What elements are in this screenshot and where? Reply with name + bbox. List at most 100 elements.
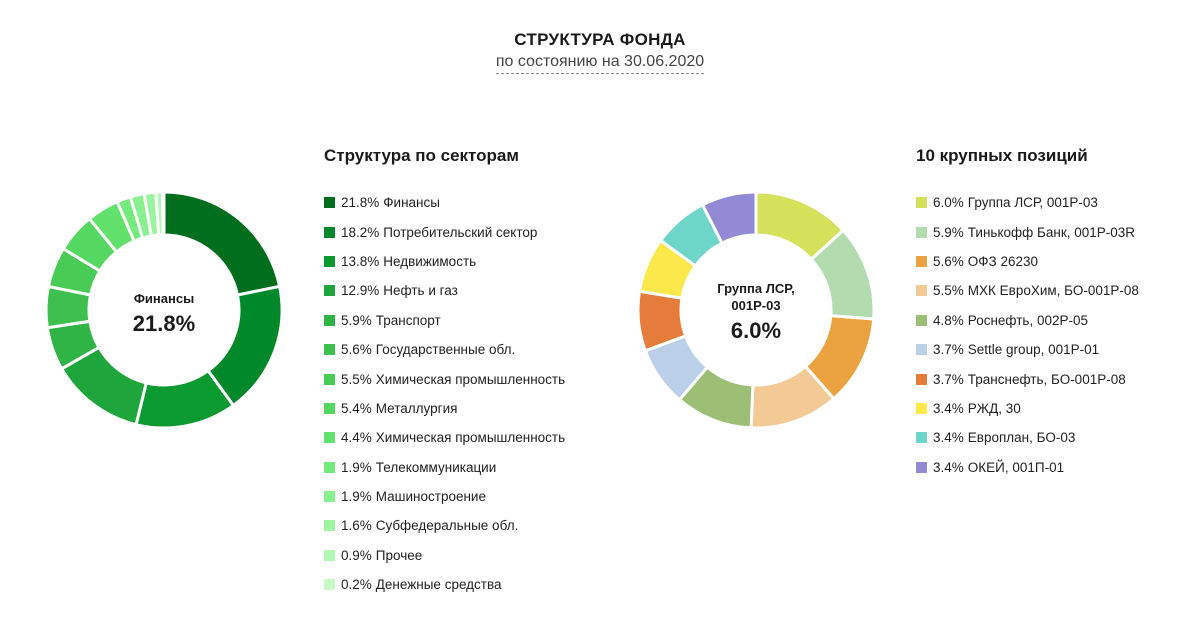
- legend-value: 12.9%: [341, 283, 380, 299]
- positions-center-name: Группа ЛСР, 001Р-03: [717, 281, 795, 313]
- legend-label: Химическая промышленность: [375, 430, 566, 446]
- legend-value: 3.4%: [933, 430, 964, 446]
- donut-slice-0[interactable]: [162, 190, 282, 297]
- legend-item[interactable]: 18.2% Потребительский сектор: [324, 217, 565, 246]
- legend-swatch: [324, 549, 335, 561]
- legend-value: 5.6%: [933, 253, 964, 269]
- legend-value: 6.0%: [933, 195, 964, 211]
- sector-donut-center: Финансы 21.8%: [84, 290, 244, 337]
- legend-item[interactable]: 1.9% Телекоммуникации: [324, 453, 565, 482]
- report-date-link[interactable]: по состоянию на 30.06.2020: [495, 53, 705, 74]
- legend-value: 3.4%: [933, 459, 964, 475]
- legend-item[interactable]: 5.9% Транспорт: [324, 306, 565, 335]
- legend-label: РЖД, 30: [967, 400, 1021, 416]
- legend-label: Settle group, 001Р-01: [967, 342, 1100, 358]
- legend-value: 5.9%: [341, 312, 372, 328]
- legend-swatch: [916, 197, 927, 209]
- legend-swatch: [916, 461, 927, 473]
- legend-item[interactable]: 4.8% Роснефть, 002Р-05: [916, 306, 1139, 335]
- legend-swatch: [916, 314, 927, 326]
- legend-item[interactable]: 5.4% Металлургия: [324, 394, 565, 423]
- report-header: СТРУКТУРА ФОНДА по состоянию на 30.06.20…: [0, 30, 1200, 74]
- legend-item[interactable]: 3.4% ОКЕЙ, 001П-01: [916, 453, 1139, 482]
- legend-label: Европлан, БО-03: [967, 430, 1076, 446]
- legend-item[interactable]: 3.7% Транснефть, БО-001Р-08: [916, 364, 1139, 393]
- legend-item[interactable]: 3.7% Settle group, 001Р-01: [916, 335, 1139, 364]
- legend-item[interactable]: 5.6% ОФЗ 26230: [916, 247, 1139, 276]
- sector-legend: 21.8% Финансы 18.2% Потребительский сектор 1…: [324, 188, 565, 599]
- legend-swatch: [324, 579, 335, 591]
- donut-slice-9[interactable]: [700, 190, 758, 246]
- legend-item[interactable]: 3.4% РЖД, 30: [916, 394, 1139, 423]
- legend-item[interactable]: 0.9% Прочее: [324, 541, 565, 570]
- report-title: СТРУКТУРА ФОНДА: [514, 30, 686, 49]
- legend-swatch: [324, 461, 335, 473]
- legend-swatch: [324, 255, 335, 267]
- legend-item[interactable]: 5.5% Химическая промышленность: [324, 364, 565, 393]
- legend-swatch: [916, 344, 927, 356]
- legend-label: Финансы: [383, 195, 440, 211]
- legend-label: Роснефть, 002Р-05: [967, 312, 1088, 328]
- legend-value: 3.7%: [933, 371, 964, 387]
- legend-label: Машиностроение: [375, 489, 486, 505]
- sector-center-name: Финансы: [133, 291, 195, 306]
- legend-value: 0.2%: [341, 577, 372, 593]
- legend-value: 3.4%: [933, 400, 964, 416]
- legend-swatch: [916, 432, 927, 444]
- legend-item[interactable]: 5.5% МХК ЕвроХим, БО-001Р-08: [916, 276, 1139, 305]
- legend-swatch: [916, 255, 927, 267]
- legend-swatch: [324, 314, 335, 326]
- legend-item[interactable]: 4.4% Химическая промышленность: [324, 423, 565, 452]
- legend-item[interactable]: 13.8% Недвижимость: [324, 247, 565, 276]
- legend-label: Нефть и газ: [383, 283, 458, 299]
- legend-swatch: [324, 432, 335, 444]
- legend-swatch: [324, 226, 335, 238]
- legend-label: ОФЗ 26230: [967, 253, 1038, 269]
- legend-swatch: [324, 373, 335, 385]
- legend-item[interactable]: 5.9% Тинькофф Банк, 001Р-03R: [916, 217, 1139, 246]
- legend-item[interactable]: 5.6% Государственные обл.: [324, 335, 565, 364]
- legend-item[interactable]: 21.8% Финансы: [324, 188, 565, 217]
- legend-value: 3.7%: [933, 342, 964, 358]
- positions-center-value: 6.0%: [730, 318, 782, 343]
- sector-chart-title: Структура по секторам: [324, 146, 519, 165]
- legend-item[interactable]: 1.9% Машиностроение: [324, 482, 565, 511]
- legend-swatch: [916, 402, 927, 414]
- legend-item[interactable]: 12.9% Нефть и газ: [324, 276, 565, 305]
- legend-value: 1.9%: [341, 459, 372, 475]
- positions-donut-chart: [636, 190, 876, 430]
- donut-slice-13[interactable]: [160, 190, 166, 237]
- legend-item[interactable]: 1.6% Субфедеральные обл.: [324, 511, 565, 540]
- legend-swatch: [324, 491, 335, 503]
- legend-item[interactable]: 6.0% Группа ЛСР, 001Р-03: [916, 188, 1139, 217]
- legend-label: Телекоммуникации: [375, 459, 497, 475]
- legend-swatch: [324, 285, 335, 297]
- legend-label: Тинькофф Банк, 001Р-03R: [967, 224, 1136, 240]
- positions-chart-title: 10 крупных позиций: [916, 146, 1088, 165]
- legend-value: 5.9%: [933, 224, 964, 240]
- sector-donut-chart: [44, 190, 284, 430]
- legend-value: 5.5%: [341, 371, 372, 387]
- sector-center-value: 21.8%: [132, 311, 196, 336]
- legend-value: 21.8%: [341, 195, 380, 211]
- legend-value: 5.6%: [341, 342, 372, 358]
- legend-label: Субфедеральные обл.: [375, 518, 519, 534]
- legend-label: Группа ЛСР, 001Р-03: [967, 195, 1098, 211]
- legend-item[interactable]: 0.2% Денежные средства: [324, 570, 565, 599]
- legend-label: ОКЕЙ, 001П-01: [967, 459, 1065, 475]
- positions-donut-center: Группа ЛСР, 001Р-03 6.0%: [696, 280, 816, 344]
- legend-label: Денежные средства: [375, 577, 502, 593]
- legend-label: Химическая промышленность: [375, 371, 566, 387]
- legend-label: Транспорт: [375, 312, 441, 328]
- legend-value: 13.8%: [341, 253, 380, 269]
- legend-label: Потребительский сектор: [383, 224, 538, 240]
- legend-value: 5.4%: [341, 400, 372, 416]
- legend-swatch: [916, 226, 927, 238]
- legend-value: 4.8%: [933, 312, 964, 328]
- legend-swatch: [916, 373, 927, 385]
- legend-item[interactable]: 3.4% Европлан, БО-03: [916, 423, 1139, 452]
- legend-label: Недвижимость: [383, 253, 477, 269]
- legend-label: Прочее: [375, 547, 423, 563]
- legend-label: Транснефть, БО-001Р-08: [967, 371, 1126, 387]
- legend-swatch: [324, 520, 335, 532]
